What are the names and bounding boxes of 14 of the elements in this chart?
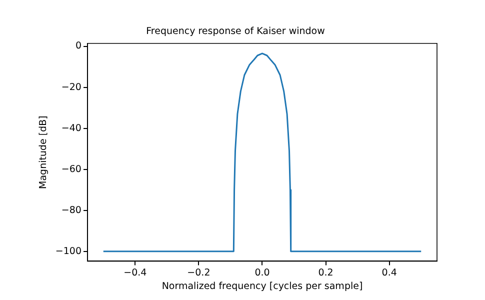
chart-title: Frequency response of Kaiser window — [146, 26, 326, 38]
x-tick-label: 0.2 — [318, 267, 334, 278]
x-tick-label: 0.0 — [254, 267, 270, 278]
y-tick-label: −60 — [61, 164, 82, 175]
x-tick-label: −0.4 — [124, 267, 147, 278]
y-tick-label: −80 — [61, 204, 82, 216]
x-axis-title: Normalized frequency [cycles per sample] — [162, 280, 363, 292]
y-axis-title: Magnitude [dB] — [38, 116, 50, 189]
y-tick-label: 0 — [75, 40, 82, 52]
y-tick-label: −100 — [55, 246, 82, 257]
x-tick-label: 0.4 — [382, 267, 397, 278]
y-tick-label: −20 — [61, 82, 82, 93]
x-tick-label: −0.2 — [187, 267, 210, 278]
y-tick-label: −40 — [61, 122, 82, 134]
